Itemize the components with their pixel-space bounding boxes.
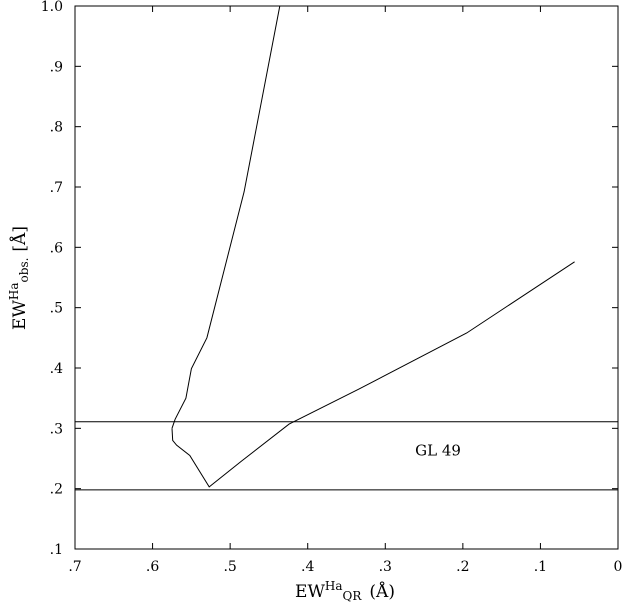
x-tick-label: 0 — [614, 559, 623, 575]
y-tick-label: .2 — [50, 482, 63, 498]
y-tick-label: .6 — [50, 240, 63, 256]
y-tick-label: .8 — [50, 120, 63, 136]
horizontal-lines — [75, 421, 618, 491]
plot-frame — [74, 5, 619, 550]
y-tick-label: .9 — [50, 59, 63, 75]
annotations: GL 49 — [415, 441, 461, 459]
x-tick-label: .4 — [301, 559, 314, 575]
y-tick-label: .1 — [50, 542, 63, 558]
y-tick-label: .3 — [50, 421, 63, 437]
x-tick-label: .2 — [456, 559, 469, 575]
x-tick-label: .7 — [68, 559, 81, 575]
x-tick-label: .3 — [379, 559, 392, 575]
x-tick-label: .1 — [534, 559, 547, 575]
x-tick-label: .6 — [146, 559, 159, 575]
axis-ticks: .7 .6 .5 .4 .3 .2 .1 0 .1 .2 .3 .4 .5 .6 .7 .8 .9 1.0 — [41, 0, 623, 575]
y-tick-label: .7 — [50, 180, 63, 196]
x-tick-label: .5 — [223, 559, 236, 575]
y-tick-label: .5 — [50, 301, 63, 317]
series-group — [171, 5, 575, 488]
y-tick-label: .4 — [50, 361, 63, 377]
y-axis-title: EWHaobs.[Å] — [7, 226, 31, 330]
y-tick-label: 1.0 — [41, 0, 63, 15]
annotation-label: GL 49 — [415, 441, 461, 459]
series-line-1 — [171, 261, 575, 488]
series-line-2 — [171, 5, 281, 429]
x-axis-title: EWHaQR (Å) — [295, 579, 395, 602]
